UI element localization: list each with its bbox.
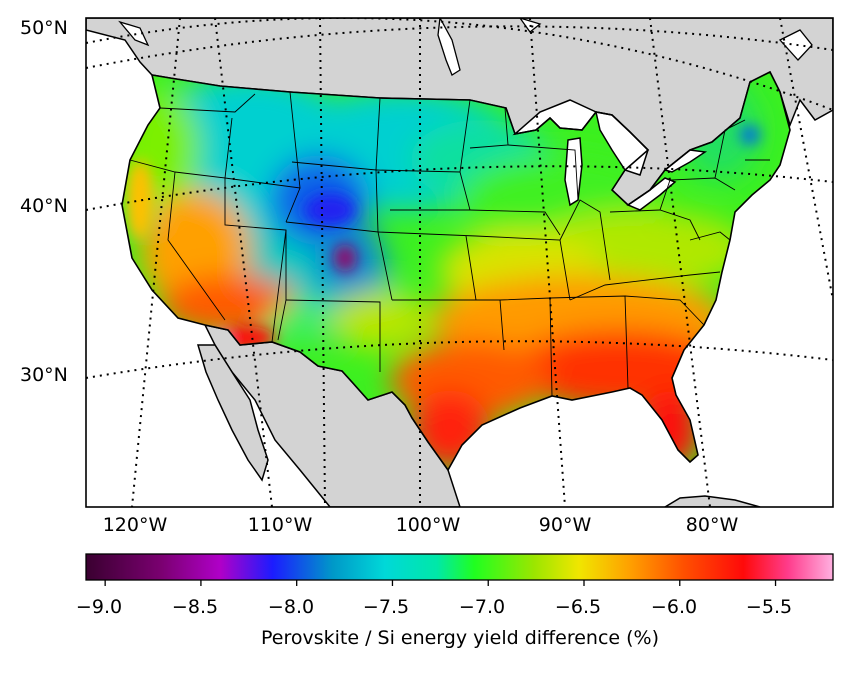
lon-label-110: 110°W <box>247 514 313 536</box>
canada-lakes <box>118 18 813 76</box>
lat-label-50: 50°N <box>20 17 68 39</box>
colorbar-tick-label: −8.5 <box>171 596 219 618</box>
colorbar-tick-label: −8.0 <box>267 596 315 618</box>
colorbar-tick-label: −5.5 <box>745 596 793 618</box>
cuba-land <box>663 495 761 507</box>
lon-label-120: 120°W <box>102 514 168 536</box>
graticule <box>86 18 833 507</box>
map-frame <box>85 17 834 508</box>
baja-land <box>196 344 269 482</box>
great-lakes <box>512 99 708 211</box>
lon-label-80: 80°W <box>685 514 739 536</box>
colorbar <box>85 553 834 581</box>
colorbar-title: Perovskite / Si energy yield difference … <box>260 627 660 649</box>
colorbar-tick-label: −7.5 <box>362 596 410 618</box>
colorbar-tick-label: −6.5 <box>554 596 602 618</box>
lon-label-90: 90°W <box>538 514 592 536</box>
lat-label-40: 40°N <box>20 195 68 217</box>
state-borders <box>129 91 770 397</box>
colorbar-tick-label: −7.0 <box>458 596 506 618</box>
lon-label-100: 100°W <box>395 514 461 536</box>
colorbar-tick-marks <box>104 580 777 586</box>
colorbar-tick-label: −9.0 <box>75 596 123 618</box>
lat-label-30: 30°N <box>20 364 68 386</box>
colorbar-tick-label: −6.0 <box>650 596 698 618</box>
